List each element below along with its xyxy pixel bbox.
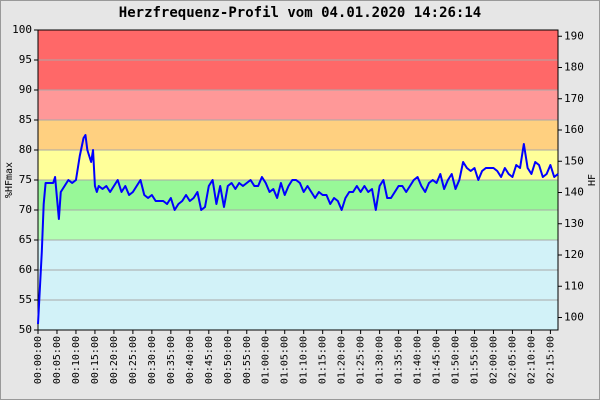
y-tick-label: 60 <box>19 263 32 276</box>
x-tick-label: 02:05:00 <box>507 336 518 384</box>
chart-title: Herzfrequenz-Profil vom 04.01.2020 14:26… <box>119 5 481 21</box>
x-tick-label: 01:20:00 <box>337 336 348 384</box>
x-tick-label: 00:25:00 <box>128 336 139 384</box>
x-tick-label: 00:00:00 <box>33 336 44 384</box>
x-tick-label: 02:10:00 <box>526 336 537 384</box>
zone-band <box>38 240 558 330</box>
x-tick-label: 01:00:00 <box>261 336 272 384</box>
x-tick-label: 00:20:00 <box>109 336 120 384</box>
x-tick-label: 01:10:00 <box>299 336 310 384</box>
x-tick-label: 01:40:00 <box>413 336 424 384</box>
x-tick-label: 01:55:00 <box>469 336 480 384</box>
heart-rate-line <box>37 134 559 325</box>
y-tick-label: 50 <box>19 323 32 336</box>
x-tick-label: 00:40:00 <box>185 336 196 384</box>
x-tick-label: 00:50:00 <box>223 336 234 384</box>
x-tick-label: 00:05:00 <box>52 336 63 384</box>
y2-tick-label: 160 <box>564 123 584 136</box>
y-tick-label: 65 <box>19 233 32 246</box>
zone-band <box>38 120 558 150</box>
plot-frame <box>37 29 559 331</box>
y2-tick-label: 170 <box>564 92 584 105</box>
x-tick-label: 01:45:00 <box>432 336 443 384</box>
zone-band <box>38 180 558 210</box>
x-tick-label: 00:10:00 <box>71 336 82 384</box>
x-tick-label: 01:25:00 <box>356 336 367 384</box>
x-tick-label: 02:00:00 <box>488 336 499 384</box>
y2-tick-label: 130 <box>564 217 584 230</box>
y-tick-label: 90 <box>19 83 32 96</box>
y-tick-label: 85 <box>19 113 32 126</box>
x-tick-label: 00:45:00 <box>204 336 215 384</box>
y-axis-label: %HFmax <box>4 162 15 198</box>
x-tick-label: 00:15:00 <box>90 336 101 384</box>
x-tick-label: 02:15:00 <box>545 336 556 384</box>
y2-tick-label: 140 <box>564 186 584 199</box>
y2-tick-label: 100 <box>564 311 584 324</box>
y-tick-label: 95 <box>19 53 32 66</box>
y2-tick-label: 150 <box>564 154 584 167</box>
x-tick-label: 01:05:00 <box>280 336 291 384</box>
y2-tick-label: 190 <box>564 29 584 42</box>
y2-tick-label: 120 <box>564 248 584 261</box>
y2-axis-label: HF <box>587 174 598 186</box>
y2-tick-label: 180 <box>564 61 584 74</box>
x-tick-label: 00:35:00 <box>166 336 177 384</box>
zone-band <box>38 150 558 180</box>
zone-band <box>38 90 558 120</box>
y-tick-label: 100 <box>12 23 32 36</box>
zone-band <box>38 210 558 240</box>
x-tick-label: 01:35:00 <box>394 336 405 384</box>
y-tick-label: 75 <box>19 173 32 186</box>
x-tick-label: 01:30:00 <box>375 336 386 384</box>
y-tick-label: 80 <box>19 143 32 156</box>
x-tick-label: 00:30:00 <box>147 336 158 384</box>
y-tick-label: 55 <box>19 293 32 306</box>
x-tick-label: 01:50:00 <box>451 336 462 384</box>
x-tick-label: 01:15:00 <box>318 336 329 384</box>
y-tick-label: 70 <box>19 203 32 216</box>
y2-tick-label: 110 <box>564 279 584 292</box>
x-tick-label: 00:55:00 <box>242 336 253 384</box>
